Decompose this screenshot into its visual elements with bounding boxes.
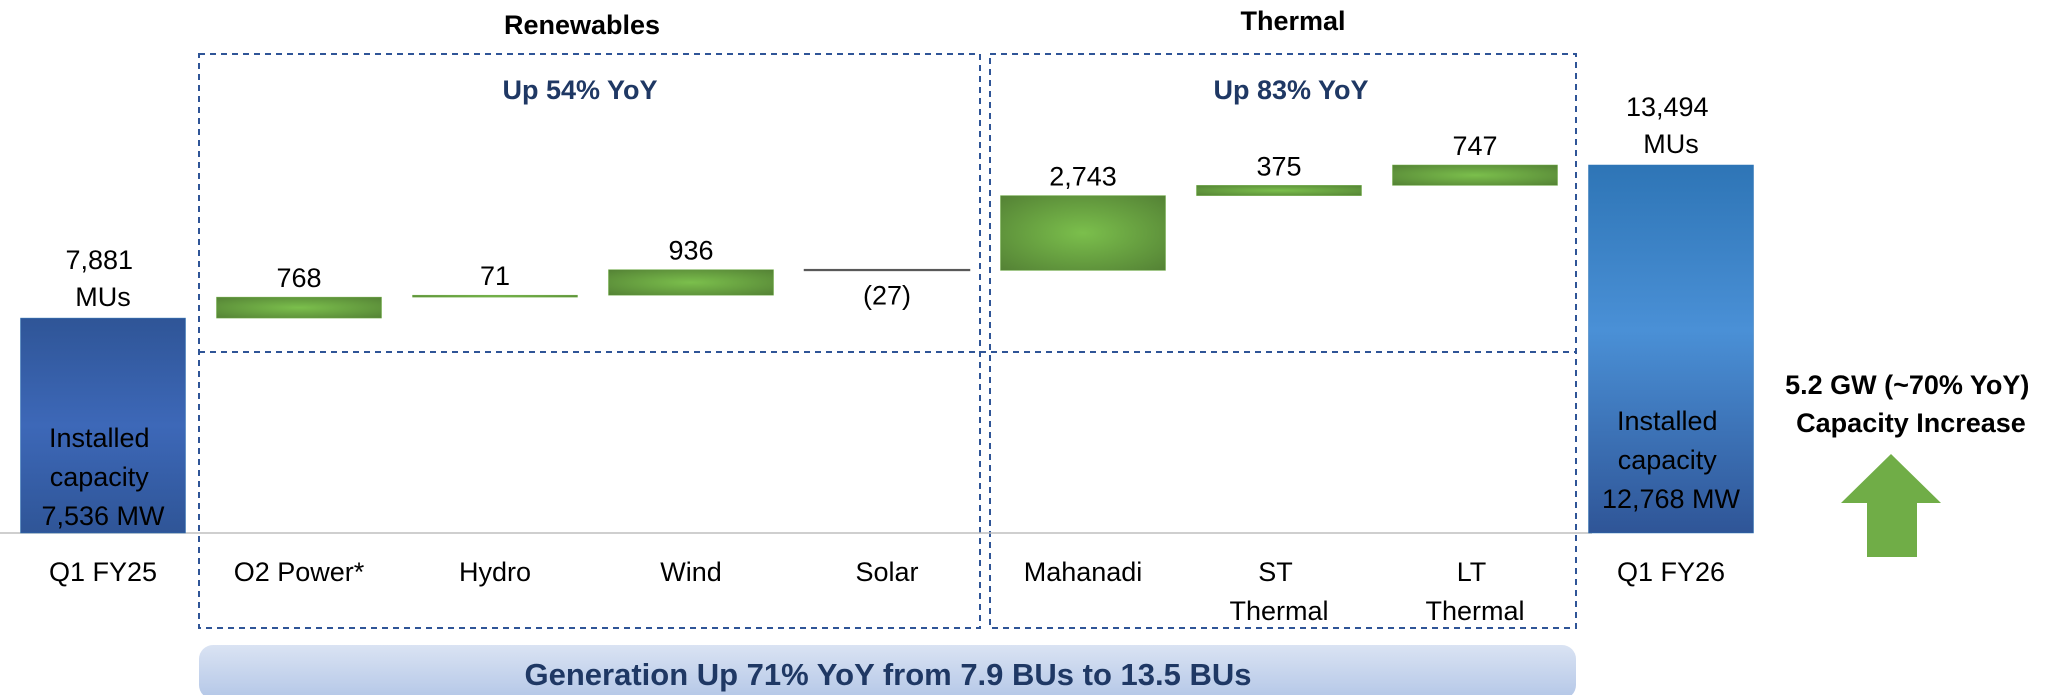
bar (20, 317, 186, 534)
value-label: 2,743 (1049, 162, 1117, 192)
renewables-box (198, 53, 981, 629)
value-label: (27) (863, 280, 911, 310)
banner-text: Generation Up 71% YoY from 7.9 BUs to 13… (524, 657, 1251, 692)
bar (1196, 185, 1362, 196)
group-note: Up 83% YoY (1213, 75, 1368, 105)
value-label: 13,494 MUs (1626, 92, 1716, 159)
group-note: Up 54% YoY (502, 75, 657, 105)
group-title: Thermal (1240, 6, 1345, 36)
bar (1392, 164, 1558, 186)
x-tick-label: Hydro (459, 557, 531, 587)
x-tick-label: O2 Power* (234, 557, 365, 587)
x-tick-label: Solar (855, 557, 918, 587)
arrow-head (1841, 454, 1941, 503)
value-label: 71 (480, 261, 510, 291)
x-tick-label: Mahanadi (1024, 557, 1143, 587)
value-label: 936 (668, 236, 713, 266)
value-label: 375 (1256, 151, 1301, 181)
value-label: 7,881 MUs (65, 245, 140, 312)
banner (199, 645, 1576, 695)
bar (1588, 164, 1754, 534)
value-label: 768 (276, 263, 321, 293)
bar (1000, 195, 1166, 271)
bar (216, 296, 382, 319)
value-label: 747 (1452, 131, 1497, 161)
group-title: Renewables (504, 10, 660, 40)
x-tick-label: LT Thermal (1425, 557, 1524, 626)
bar (412, 294, 578, 298)
bar-note: Installed capacity 12,768 MW (1602, 406, 1741, 514)
x-tick-label: ST Thermal (1229, 557, 1328, 626)
bar (803, 268, 971, 272)
bar (608, 269, 774, 296)
arrow-shaft (1867, 502, 1917, 557)
bar-note: Installed capacity 7,536 MW (41, 423, 165, 531)
thermal-box (989, 53, 1577, 629)
side-note: 5.2 GW (~70% YoY) Capacity Increase (1785, 370, 2037, 438)
x-tick-label: Q1 FY26 (1617, 557, 1725, 587)
x-tick-label: Q1 FY25 (49, 557, 157, 587)
x-tick-label: Wind (660, 557, 722, 587)
